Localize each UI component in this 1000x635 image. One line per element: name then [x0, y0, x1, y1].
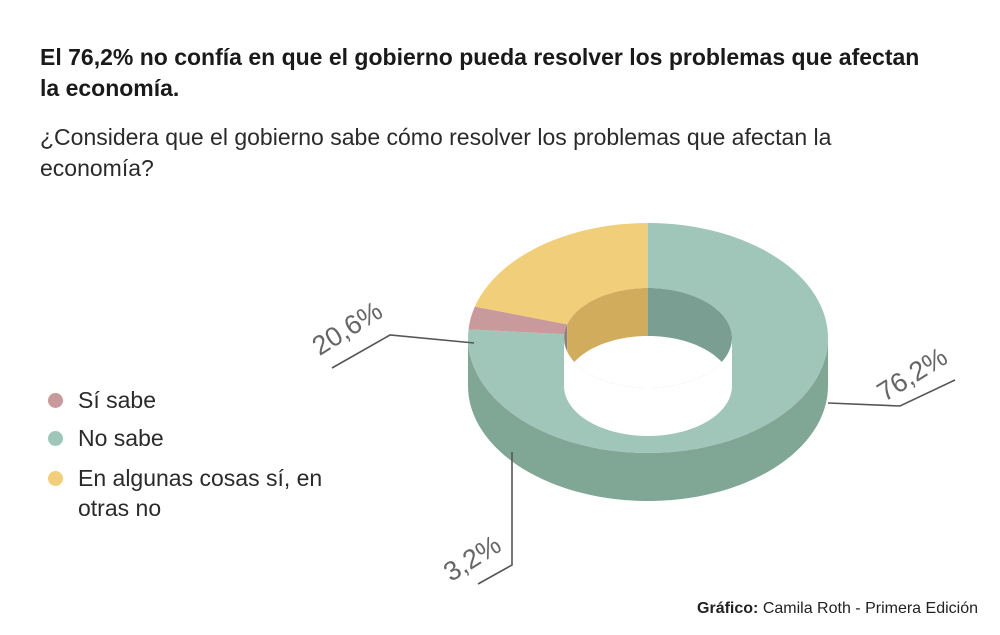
credit: Gráfico: Camila Roth - Primera Edición: [697, 600, 978, 618]
leader-line: [477, 452, 513, 585]
credit-text: Camila Roth - Primera Edición: [758, 600, 978, 617]
legend: Sí sabe No sabe En algunas cosas sí, en …: [48, 385, 348, 531]
leader-line: [827, 379, 956, 407]
legend-item-en-algunas-cosas: En algunas cosas sí, en otras no: [48, 463, 333, 523]
donut-slice-si-sabe: [468, 306, 568, 335]
donut-inner-wall: [567, 288, 648, 373]
chart-subtitle: ¿Considera que el gobierno sabe cómo res…: [40, 124, 832, 181]
credit-label: Gráfico:: [697, 600, 759, 617]
donut-slice-en-algunas-cosas: [474, 223, 648, 325]
legend-label: En algunas cosas sí, en otras no: [78, 465, 323, 521]
legend-label: No sabe: [78, 425, 164, 451]
data-label: 3,2%: [438, 529, 506, 587]
data-label: 76,2%: [872, 341, 953, 407]
legend-item-no-sabe: No sabe: [48, 423, 348, 453]
legend-swatch: [48, 431, 63, 446]
legend-swatch: [48, 393, 63, 408]
chart-title: El 76,2% no confía en que el gobierno pu…: [40, 44, 920, 101]
leader-line: [331, 334, 475, 369]
legend-label: Sí sabe: [78, 387, 156, 413]
data-label: 20,6%: [307, 295, 388, 361]
legend-item-si-sabe: Sí sabe: [48, 385, 348, 415]
donut-inner-wall: [648, 288, 732, 386]
donut-slice-no-sabe: [468, 223, 828, 453]
legend-swatch: [48, 471, 63, 486]
donut-hole: [564, 338, 732, 436]
donut-outer-wall: [468, 338, 828, 501]
